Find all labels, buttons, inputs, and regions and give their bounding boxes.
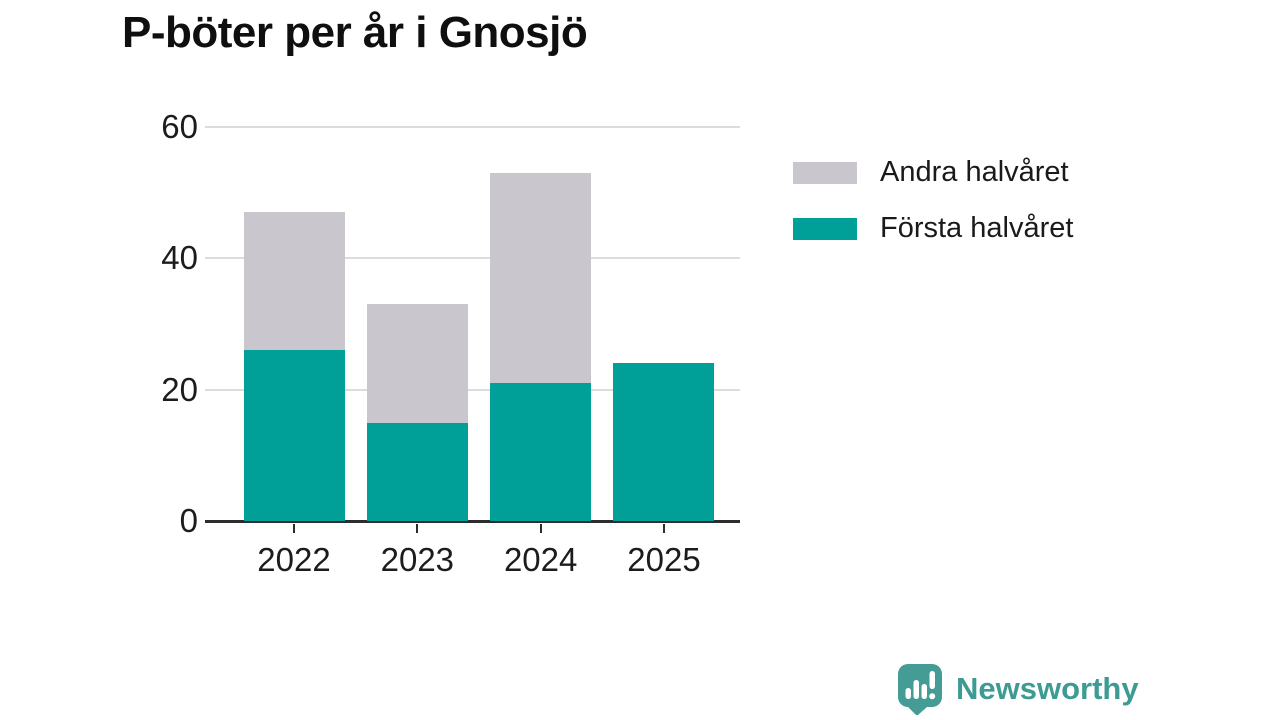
gridline-40 (205, 257, 740, 260)
x-axis-line (205, 520, 740, 523)
bar-2022-andra-halvaret (243, 212, 345, 351)
x-axis-tick (416, 524, 419, 533)
x-axis-tick-label: 2024 (503, 541, 578, 578)
y-axis-tick-label: 0 (179, 502, 198, 539)
y-axis-tick-label: 20 (161, 370, 198, 408)
legend-item: Första halvåret (793, 212, 1073, 245)
y-axis: 0 20 40 60 (108, 0, 198, 720)
x-axis-tick-label: 2023 (380, 541, 455, 578)
brand-name: Newsworthy (956, 671, 1139, 706)
gridline-60 (205, 126, 740, 128)
gridline-20 (205, 388, 740, 391)
legend-swatch (793, 161, 857, 184)
legend-label: Första halvåret (880, 212, 1074, 244)
bar-2022-forsta-halvaret (243, 350, 345, 521)
x-axis-tick (539, 524, 542, 533)
legend-swatch (793, 217, 857, 240)
newsworthy-logo-icon (898, 664, 942, 715)
bar-2024-forsta-halvaret (490, 383, 592, 521)
brand-footer: Newsworthy (897, 663, 1139, 715)
x-axis-tick (293, 524, 295, 533)
x-axis-tick-label: 2025 (627, 541, 701, 578)
chart-title: P-böter per år i Gnosjö (122, 8, 588, 57)
bar-2024-andra-halvaret (490, 172, 592, 384)
legend-label: Andra halvåret (880, 156, 1069, 188)
bar-2023-andra-halvaret (366, 304, 468, 423)
x-axis-tick-label: 2022 (257, 541, 331, 578)
y-axis-tick-label: 40 (161, 239, 198, 277)
plot-area: 2022 2023 2024 2025 (205, 126, 740, 578)
y-axis-tick-label: 60 (161, 108, 198, 145)
legend-item: Andra halvåret (793, 156, 1073, 189)
legend: Andra halvåret Första halvåret (793, 156, 1073, 268)
bar-2025-forsta-halvaret (613, 363, 715, 521)
bar-2023-forsta-halvaret (366, 422, 468, 521)
x-axis-tick (662, 524, 665, 533)
